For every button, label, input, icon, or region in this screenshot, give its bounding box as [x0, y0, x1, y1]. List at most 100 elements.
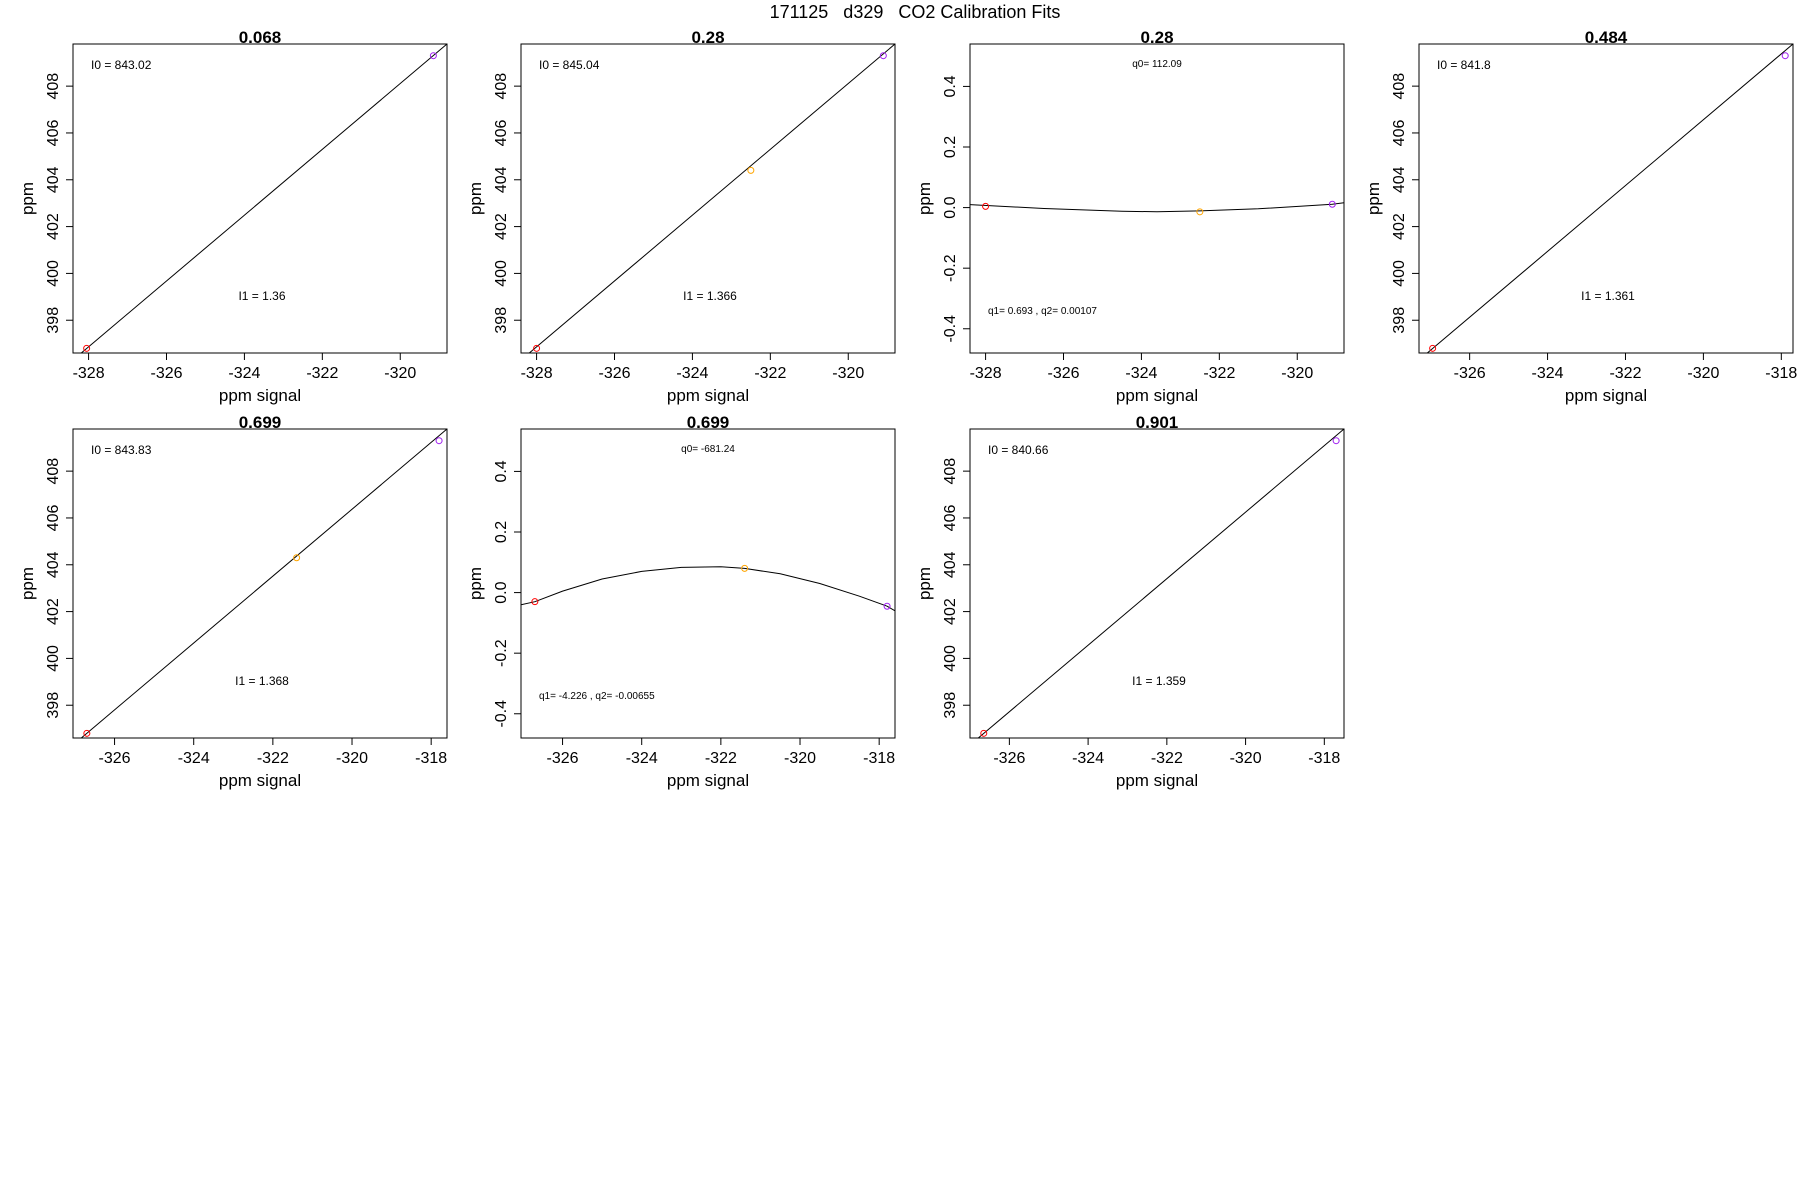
data-point: [531, 598, 539, 606]
y-axis-label: ppm: [466, 567, 485, 600]
data-point: [83, 729, 91, 737]
y-tick-label: 400: [1391, 260, 1408, 287]
plot-frame: [1418, 43, 1794, 354]
data-point: [1196, 208, 1204, 216]
y-tick-label: 404: [942, 551, 959, 578]
plot-frame: [969, 428, 1345, 739]
x-tick-label: -322: [1151, 750, 1183, 767]
y-tick-label: 0.0: [942, 196, 959, 218]
chart-panel: 0.901 -326 -324 -322 -320 -318 398 400 402 404 406…: [915, 413, 1345, 790]
y-tick-label: 400: [493, 260, 510, 287]
fit-annotation: I0 = 843.02: [91, 58, 152, 72]
y-tick-label: 402: [45, 598, 62, 625]
x-tick-label: -324: [1125, 365, 1157, 382]
fit-annotation: I0 = 843.83: [91, 443, 152, 457]
x-tick-label: -320: [384, 365, 416, 382]
data-point: [980, 729, 988, 737]
y-tick-label: 398: [45, 307, 62, 334]
x-tick-label: -326: [1047, 365, 1079, 382]
x-tick-label: -322: [257, 750, 289, 767]
fit-line: [521, 566, 895, 612]
y-tick-label: -0.2: [942, 254, 959, 282]
y-tick-label: 398: [45, 692, 62, 719]
panel-title: 0.28: [1140, 28, 1173, 47]
x-tick-label: -322: [705, 750, 737, 767]
panel-title: 0.28: [691, 28, 724, 47]
y-tick-label: 0.4: [942, 75, 959, 97]
panel-title: 0.699: [687, 413, 730, 432]
panel-title: 0.699: [239, 413, 282, 432]
y-tick-label: 0.2: [942, 136, 959, 158]
fit-annotation: I1 = 1.36: [238, 289, 285, 303]
fit-annotation: I1 = 1.359: [1132, 674, 1186, 688]
y-tick-label: 406: [45, 120, 62, 147]
x-axis-label: ppm signal: [1116, 386, 1198, 405]
panel-title: 0.068: [239, 28, 282, 47]
x-tick-label: -318: [1765, 365, 1797, 382]
y-tick-label: 0.0: [493, 581, 510, 603]
y-tick-label: 400: [942, 645, 959, 672]
y-tick-label: -0.4: [942, 315, 959, 343]
data-point: [533, 344, 541, 352]
data-point: [293, 554, 301, 562]
fit-annotation: q0= 112.09: [1132, 59, 1182, 70]
y-tick-label: 408: [942, 458, 959, 485]
fit-line: [528, 44, 895, 353]
x-tick-label: -324: [1072, 750, 1104, 767]
y-tick-label: 408: [1391, 73, 1408, 100]
chart-panel: 0.28 -328 -326 -324 -322 -320 -0.4 -0.2 0.0 0.2 0.…: [915, 28, 1345, 405]
x-axis-label: ppm signal: [219, 386, 301, 405]
x-tick-label: -322: [1609, 365, 1641, 382]
fit-line: [1426, 44, 1793, 353]
panel-title: 0.901: [1136, 413, 1179, 432]
fit-annotation: q1= 0.693 , q2= 0.00107: [988, 306, 1097, 317]
y-tick-label: 398: [493, 307, 510, 334]
y-tick-label: 406: [45, 505, 62, 532]
y-tick-label: 402: [45, 213, 62, 240]
x-tick-label: -322: [754, 365, 786, 382]
chart-panel: 0.28 -328 -326 -324 -322 -320 398 400 402 404 406 4…: [466, 28, 896, 405]
plot-frame: [72, 43, 448, 354]
x-tick-label: -320: [1230, 750, 1262, 767]
x-tick-label: -320: [832, 365, 864, 382]
x-tick-label: -328: [521, 365, 553, 382]
fit-annotation: I1 = 1.366: [683, 289, 737, 303]
y-tick-label: -0.4: [493, 700, 510, 728]
y-tick-label: 402: [493, 213, 510, 240]
y-tick-label: 404: [493, 166, 510, 193]
data-point: [1429, 344, 1437, 352]
chart-panel: 0.068 -328 -326 -324 -322 -320 398 400 402 404 406…: [18, 28, 448, 405]
data-point: [435, 437, 443, 445]
x-tick-label: -324: [1532, 365, 1564, 382]
y-tick-label: -0.2: [493, 639, 510, 667]
x-tick-label: -320: [1281, 365, 1313, 382]
x-axis-label: ppm signal: [1116, 771, 1198, 790]
data-point: [429, 52, 437, 60]
y-tick-label: 406: [1391, 120, 1408, 147]
data-point: [1781, 52, 1789, 60]
x-tick-label: -324: [228, 365, 260, 382]
y-axis-label: ppm: [915, 567, 934, 600]
panel-title: 0.484: [1585, 28, 1628, 47]
data-point: [982, 202, 990, 210]
data-point: [879, 52, 887, 60]
y-axis-label: ppm: [18, 182, 37, 215]
data-point: [1328, 200, 1336, 208]
y-tick-label: 402: [942, 598, 959, 625]
fit-line: [970, 202, 1344, 213]
y-tick-label: 406: [493, 120, 510, 147]
chart-panel: 0.699 -326 -324 -322 -320 -318 398 400 402 404 406…: [18, 413, 448, 790]
x-tick-label: -328: [970, 365, 1002, 382]
fit-line: [80, 429, 447, 738]
x-tick-label: -320: [784, 750, 816, 767]
y-tick-label: 404: [45, 551, 62, 578]
x-tick-label: -318: [863, 750, 895, 767]
x-tick-label: -320: [336, 750, 368, 767]
x-tick-label: -318: [415, 750, 447, 767]
x-tick-label: -326: [1454, 365, 1486, 382]
x-tick-label: -318: [1308, 750, 1340, 767]
x-tick-label: -326: [99, 750, 131, 767]
chart-panel: 0.484 -326 -324 -322 -320 -318 398 400 402 404 406…: [1364, 28, 1797, 405]
y-axis-label: ppm: [915, 182, 934, 215]
